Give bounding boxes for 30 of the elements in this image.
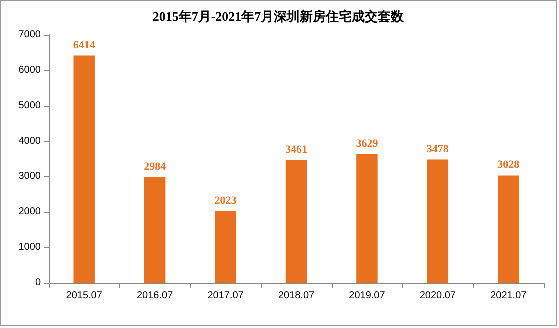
data-label: 2023 <box>214 194 238 207</box>
x-tick-label: 2019.07 <box>349 290 386 302</box>
data-label: 3461 <box>286 144 308 156</box>
bar <box>215 211 236 283</box>
bar <box>74 56 95 283</box>
bar <box>286 160 308 283</box>
x-tick-label: 2018.07 <box>278 290 316 302</box>
y-tick-label: 4000 <box>18 136 42 147</box>
x-tick-label: 2021.07 <box>490 290 528 302</box>
bar <box>498 176 520 283</box>
x-tick-label: 2017.07 <box>208 290 244 302</box>
y-tick-label: 0 <box>35 278 42 288</box>
y-tick-label: 5000 <box>18 100 42 112</box>
bar <box>144 177 166 283</box>
x-tick-label: 2016.07 <box>136 290 174 302</box>
y-tick-label: 2000 <box>18 206 42 218</box>
data-label: 3478 <box>426 143 450 156</box>
chart-title: 2015年7月-2021年7月深圳新房住宅成交套数 <box>152 9 406 24</box>
bar <box>356 154 378 283</box>
data-label: 6414 <box>73 39 96 52</box>
y-tick-label: 7000 <box>18 30 42 40</box>
bar <box>427 160 449 283</box>
x-tick-label: 2020.07 <box>420 290 456 302</box>
data-label: 3028 <box>498 159 520 172</box>
y-tick-label: 1000 <box>18 242 42 254</box>
data-label: 2984 <box>144 160 167 173</box>
y-tick-label: 6000 <box>18 64 42 76</box>
x-tick-label: 2015.07 <box>66 290 103 302</box>
y-tick-label: 3000 <box>18 171 42 182</box>
data-label: 3629 <box>356 138 379 150</box>
